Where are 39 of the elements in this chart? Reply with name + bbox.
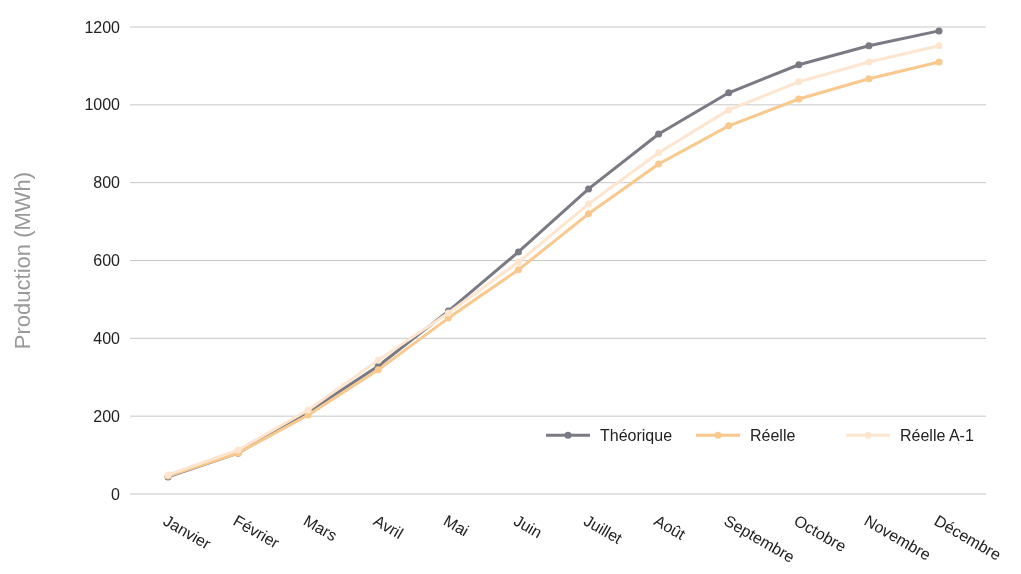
point <box>725 122 733 130</box>
x-tick-label: Août <box>651 511 689 544</box>
point <box>865 58 873 66</box>
y-tick-label: 0 <box>111 485 121 503</box>
x-tick-label: Avril <box>370 511 406 543</box>
y-tick-label: 400 <box>93 329 121 347</box>
point <box>374 366 382 374</box>
point <box>655 130 663 138</box>
y-tick-label: 1200 <box>84 18 121 36</box>
point <box>655 160 663 168</box>
y-tick-label: 1000 <box>84 96 121 114</box>
point <box>514 266 522 274</box>
y-axis-title: Production (MWh) <box>10 171 35 350</box>
point <box>935 42 943 50</box>
point <box>514 258 522 266</box>
point <box>865 42 873 50</box>
point <box>585 200 593 208</box>
point <box>374 356 382 364</box>
legend-label: Théorique <box>600 426 673 444</box>
x-tick-label: Juin <box>510 511 545 542</box>
point <box>514 248 522 256</box>
point <box>795 95 803 103</box>
point <box>865 75 873 83</box>
point <box>795 61 803 69</box>
point <box>585 185 593 193</box>
y-tick-label: 800 <box>93 174 121 192</box>
point <box>795 78 803 86</box>
x-tick-label: Mai <box>440 511 472 540</box>
x-tick-label: Mars <box>300 511 340 545</box>
legend-label: Réelle A-1 <box>900 426 974 444</box>
point <box>585 210 593 218</box>
point <box>655 149 663 157</box>
point <box>935 27 943 35</box>
y-tick-label: 200 <box>93 407 121 425</box>
y-tick-label: 600 <box>93 252 121 270</box>
point <box>725 106 733 114</box>
point <box>935 58 943 66</box>
legend-label: Réelle <box>750 426 796 444</box>
point <box>725 89 733 97</box>
